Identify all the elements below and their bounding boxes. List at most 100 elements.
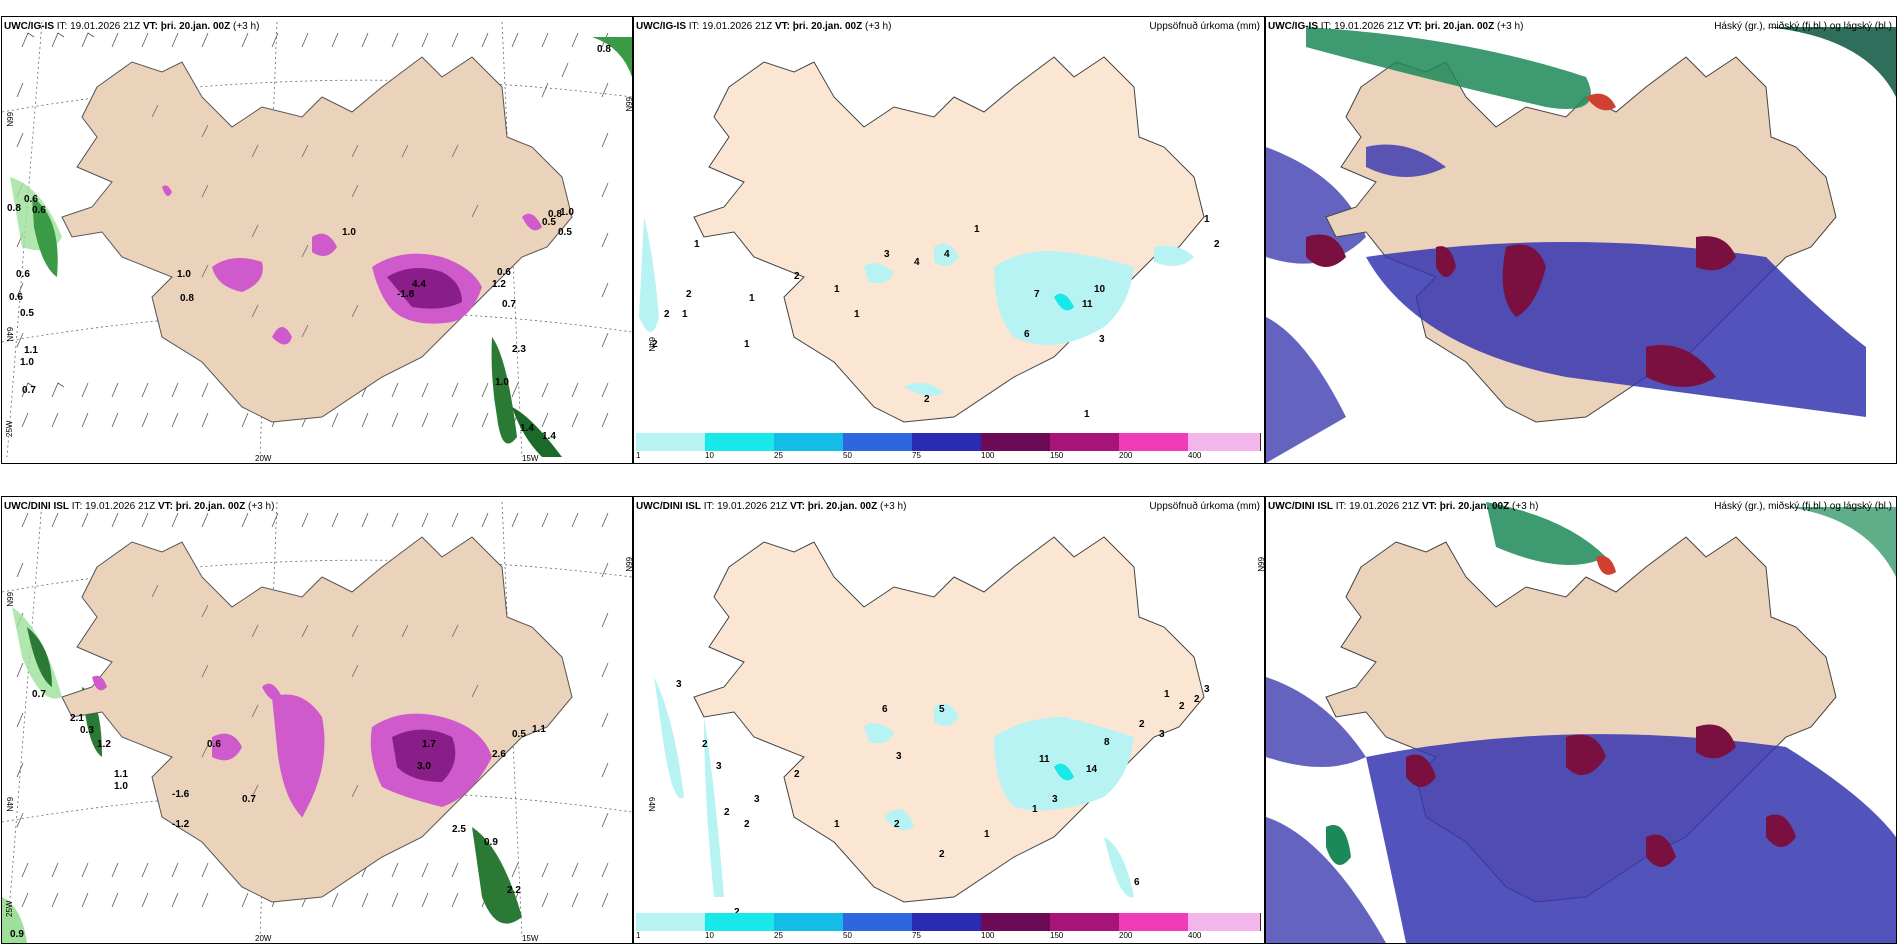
panel-precip-top[interactable]: 1 2 1 2 4 1 1 7 6 10 11 3 1 1 2 2 1 1 2 … (633, 16, 1265, 464)
it-value: 19.01.2026 21Z (1349, 501, 1420, 512)
cb-cell-7 (1119, 433, 1189, 451)
map-cloud-bottom (1266, 502, 1896, 943)
precip-labels: 1 2 1 2 4 1 1 7 6 10 11 3 1 1 2 2 1 1 2 … (652, 214, 1220, 420)
cb-cell-5 (981, 913, 1051, 931)
lbl: 3 (754, 794, 760, 805)
lbl: 1 (1032, 804, 1038, 815)
cb-tick: 1 (636, 451, 641, 460)
it-label: IT: (71, 501, 83, 512)
vt-value: þri. 20.jan. 00Z (160, 21, 231, 32)
it-label: IT: (56, 21, 68, 32)
lbl: 6 (882, 704, 888, 715)
cb-tick: 1 (636, 931, 641, 940)
cloud-layers (1306, 27, 1896, 417)
map-cloud-top (1266, 27, 1896, 463)
cb-tick: 50 (843, 451, 852, 460)
panel-cloud-bottom[interactable]: UWC/DINI ISL IT: 19.01.2026 21Z VT: þri.… (1265, 496, 1897, 944)
lon-label: 15W (522, 454, 539, 463)
lbl: 1.1 (114, 769, 128, 780)
lat-label: 66N (624, 97, 632, 112)
lbl: 2 (924, 394, 930, 405)
lbl: 3 (716, 761, 722, 772)
cb-cell-3 (843, 433, 913, 451)
cb-tick: 75 (912, 451, 921, 460)
lbl: 0.9 (484, 837, 498, 848)
lbl: 2.2 (507, 885, 521, 896)
lbl: 2 (894, 819, 900, 830)
lbl: 1 (854, 309, 860, 320)
map-precip-top: 1 2 1 2 4 1 1 7 6 10 11 3 1 1 2 2 1 1 2 … (639, 56, 1220, 423)
lbl: 4.4 (412, 279, 426, 290)
lbl: 0.6 (9, 292, 23, 303)
panel-cloud-top[interactable]: UWC/IG-IS IT: 19.01.2026 21Z VT: þri. 20… (1265, 16, 1897, 464)
lbl: 1.7 (422, 739, 436, 750)
panel-header: UWC/IG-IS IT: 19.01.2026 21Z VT: þri. 20… (636, 21, 891, 32)
vt-value: þri. 20.jan. 00Z (1424, 21, 1495, 32)
lbl: 0.7 (32, 689, 46, 700)
lbl: 1 (984, 829, 990, 840)
panel-precip-bottom[interactable]: 3 2 3 2 3 1 2 5 6 3 2 2 11 14 8 2 3 6 1 … (633, 496, 1265, 944)
model-name: UWC/IG-IS (1268, 21, 1318, 32)
panel-wind-bottom[interactable]: 0.7 2.1 0.3 1.2 1.1 1.0 -1.6 -1.2 0.6 0.… (1, 496, 633, 944)
lbl: 8 (1104, 737, 1110, 748)
cb-tick: 400 (1188, 931, 1202, 940)
vt-value: þri. 20.jan. 00Z (792, 21, 863, 32)
lbl: 1.4 (520, 423, 534, 434)
lbl: 10 (1094, 284, 1106, 295)
lbl: 2 (794, 271, 800, 282)
lbl: 1 (749, 293, 755, 304)
lbl: 0.7 (22, 385, 36, 396)
lbl: 1.4 (542, 431, 556, 442)
cb-tick: 25 (774, 451, 783, 460)
offset: (+3 h) (880, 501, 907, 512)
it-value: 19.01.2026 21Z (70, 21, 141, 32)
cb-tick: 75 (912, 931, 921, 940)
vt-value: þri. 20.jan. 00Z (807, 501, 878, 512)
iceland-landmass (693, 56, 1205, 423)
panel-header: UWC/IG-IS IT: 19.01.2026 21Z VT: þri. 20… (4, 21, 259, 32)
panel-wind-top[interactable]: 0.8 0.6 0.6 0.8 0.6 0.6 0.5 1.1 1.0 0.7 … (1, 16, 633, 464)
axis-labels: 66N 64N 25W 20W 15W 66N (5, 557, 632, 943)
cloud-layers (1326, 502, 1896, 943)
sea-precip (654, 677, 1134, 898)
panel-header: UWC/DINI ISL IT: 19.01.2026 21Z VT: þri.… (4, 501, 274, 512)
lbl: 0.5 (512, 729, 526, 740)
cb-tick: 200 (1119, 451, 1133, 460)
panel-header: UWC/DINI ISL IT: 19.01.2026 21Z VT: þri.… (636, 501, 906, 512)
lbl: 4 (944, 249, 950, 260)
lbl: 0.6 (32, 205, 46, 216)
model-name: UWC/DINI ISL (1268, 501, 1333, 512)
cb-tick: 100 (981, 451, 995, 460)
it-value: 19.01.2026 21Z (702, 21, 773, 32)
lbl: 2.3 (512, 344, 526, 355)
precip-areas (864, 703, 1134, 831)
cb-cell-6 (1050, 433, 1120, 451)
lbl: 2 (1139, 719, 1145, 730)
lbl: 1 (694, 239, 700, 250)
wind-labels: 0.7 2.1 0.3 1.2 1.1 1.0 -1.6 -1.2 0.6 0.… (10, 689, 546, 940)
lbl: 4 (914, 257, 920, 268)
cb-tick: 100 (981, 931, 995, 940)
model-name: UWC/DINI ISL (636, 501, 701, 512)
lbl: 1 (974, 224, 980, 235)
lbl: 1.0 (114, 781, 128, 792)
lbl: -1.6 (172, 789, 190, 800)
lbl: 2 (686, 289, 692, 300)
lat-label: 64N (647, 797, 656, 812)
lbl: 0.5 (558, 227, 572, 238)
lbl: 14 (1086, 764, 1098, 775)
lon-label: 25W (5, 900, 14, 917)
colorbar (636, 913, 1261, 931)
it-label: IT: (688, 21, 700, 32)
lbl: 2 (744, 819, 750, 830)
panel-header: UWC/IG-IS IT: 19.01.2026 21Z VT: þri. 20… (1268, 21, 1523, 32)
lbl: 2 (652, 339, 658, 350)
lbl: -1.8 (397, 289, 415, 300)
lbl: 2 (664, 309, 670, 320)
lbl: 6 (1024, 329, 1030, 340)
it-label: IT: (1335, 501, 1347, 512)
offset: (+3 h) (233, 21, 260, 32)
precip-labels: 3 2 3 2 3 1 2 5 6 3 2 2 11 14 8 2 3 6 1 … (676, 679, 1210, 918)
lbl: 3 (676, 679, 682, 690)
lat-label: 66N (5, 592, 14, 607)
